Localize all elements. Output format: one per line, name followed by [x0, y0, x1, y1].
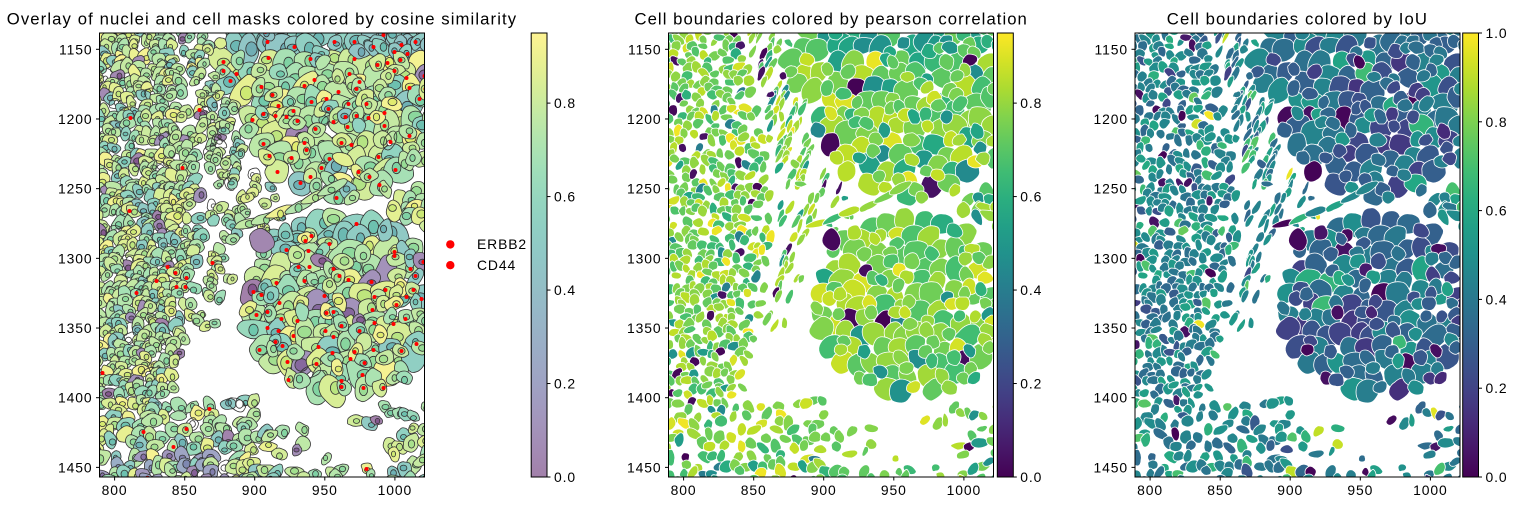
svg-text:0.2: 0.2 [1020, 376, 1042, 392]
svg-text:1450: 1450 [58, 459, 93, 475]
svg-text:0.2: 0.2 [554, 376, 576, 392]
svg-text:Cell boundaries colored by pea: Cell boundaries colored by pearson corre… [635, 10, 1028, 29]
svg-text:1000: 1000 [1413, 482, 1448, 498]
svg-text:0.6: 0.6 [1486, 203, 1508, 219]
svg-text:1.0: 1.0 [1486, 25, 1508, 41]
svg-text:1350: 1350 [1093, 320, 1128, 336]
svg-text:1300: 1300 [1093, 250, 1128, 266]
svg-text:950: 950 [881, 482, 907, 498]
svg-text:800: 800 [1137, 482, 1163, 498]
svg-text:0.8: 0.8 [1486, 114, 1508, 130]
svg-text:1350: 1350 [627, 320, 662, 336]
svg-text:1250: 1250 [1093, 181, 1128, 197]
svg-text:1150: 1150 [59, 41, 92, 57]
svg-text:0.6: 0.6 [554, 189, 576, 205]
svg-text:1200: 1200 [627, 111, 662, 127]
svg-text:1300: 1300 [58, 250, 93, 266]
svg-text:0.8: 0.8 [1020, 95, 1042, 111]
svg-text:Cell boundaries colored by IoU: Cell boundaries colored by IoU [1167, 10, 1428, 29]
svg-text:900: 900 [811, 482, 837, 498]
svg-text:1450: 1450 [627, 459, 662, 475]
svg-text:1250: 1250 [627, 181, 662, 197]
svg-text:0.6: 0.6 [1020, 189, 1042, 205]
svg-text:1350: 1350 [58, 320, 93, 336]
svg-text:CD44: CD44 [477, 257, 516, 273]
svg-text:Overlay of nuclei and cell mas: Overlay of nuclei and cell masks colored… [7, 10, 517, 29]
svg-text:1300: 1300 [627, 250, 662, 266]
svg-text:1200: 1200 [1093, 111, 1128, 127]
svg-text:800: 800 [671, 482, 697, 498]
svg-text:1000: 1000 [378, 482, 413, 498]
svg-text:1400: 1400 [1093, 390, 1128, 406]
svg-text:1400: 1400 [627, 390, 662, 406]
svg-text:ERBB2: ERBB2 [477, 236, 527, 252]
svg-text:950: 950 [1347, 482, 1373, 498]
svg-text:1150: 1150 [628, 41, 661, 57]
svg-text:900: 900 [1277, 482, 1303, 498]
svg-text:850: 850 [1207, 482, 1233, 498]
svg-text:850: 850 [172, 482, 198, 498]
svg-text:1150: 1150 [1095, 41, 1128, 57]
svg-text:1450: 1450 [1093, 459, 1128, 475]
svg-text:900: 900 [242, 482, 268, 498]
svg-text:0.0: 0.0 [1020, 469, 1042, 485]
svg-text:0.4: 0.4 [1486, 291, 1508, 307]
svg-text:1200: 1200 [58, 111, 93, 127]
svg-text:1400: 1400 [58, 390, 93, 406]
svg-text:950: 950 [312, 482, 338, 498]
svg-text:850: 850 [741, 482, 767, 498]
svg-text:0.0: 0.0 [554, 469, 576, 485]
svg-text:0.4: 0.4 [554, 282, 576, 298]
svg-text:1000: 1000 [947, 482, 982, 498]
svg-text:1250: 1250 [58, 181, 93, 197]
svg-text:0.4: 0.4 [1020, 282, 1042, 298]
svg-text:0.8: 0.8 [554, 95, 576, 111]
svg-text:0.2: 0.2 [1486, 380, 1508, 396]
svg-text:800: 800 [102, 482, 128, 498]
svg-text:0.0: 0.0 [1486, 469, 1508, 485]
